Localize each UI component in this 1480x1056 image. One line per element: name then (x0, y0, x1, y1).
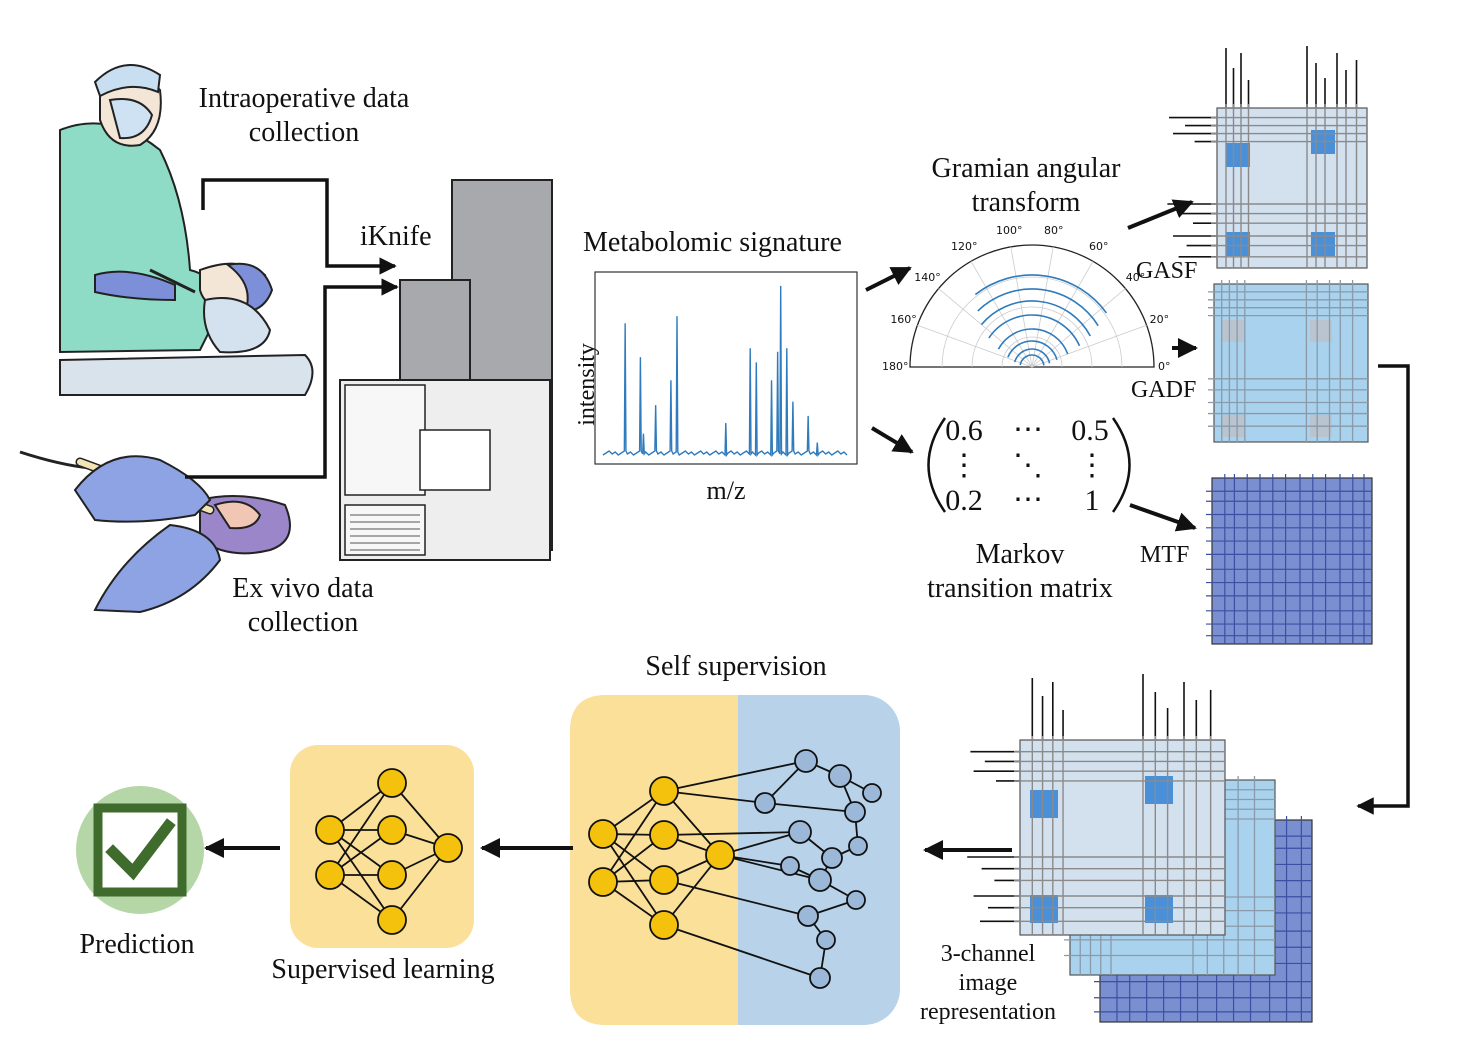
gramian-label: Gramian angular transform (931, 153, 1121, 218)
matrix-right-paren (1111, 417, 1131, 513)
gadf-image (1208, 280, 1369, 443)
intraoperative-connector (201, 178, 397, 275)
polar-tick-label: 140° (914, 271, 941, 285)
polar-tick-label: 0° (1158, 360, 1171, 373)
gadf-label: GADF (1131, 377, 1197, 403)
supervised-panel (290, 745, 474, 948)
matrix-entry: ⋯ (1013, 413, 1043, 446)
gasf-label: GASF (1136, 258, 1198, 284)
mtf-image (1206, 474, 1373, 645)
polar-tick-label: 80° (1043, 224, 1064, 238)
matrix-entry: 1 (1084, 484, 1100, 517)
exvivo-connector (185, 278, 399, 479)
iknife-machine (339, 179, 553, 561)
prediction-check-icon (76, 786, 204, 914)
spectrum-x-axis-label: m/z (706, 476, 746, 505)
exvivo-illustration (19, 450, 291, 614)
matrix-entry: 0.5 (1071, 414, 1109, 447)
matrix-entry: 0.6 (945, 414, 983, 447)
polar-tick-label: 20° (1149, 312, 1170, 326)
polar-tick-label: 160° (890, 312, 917, 326)
polar-tick-label: 40° (1125, 271, 1146, 285)
matrix-left-paren (927, 417, 947, 513)
arrow-to-stack (1356, 364, 1410, 815)
arrow-to-markov (870, 426, 914, 454)
matrix-entry: ⋮ (949, 449, 979, 482)
matrix-entry: ⋱ (1013, 449, 1043, 482)
arrow-to-gramian (865, 266, 912, 292)
matrix-entry: ⋮ (1077, 449, 1107, 482)
surgeon-illustration (59, 64, 314, 396)
polar-tick-label: 100° (996, 224, 1023, 238)
prediction-label: Prediction (79, 929, 195, 960)
self-supervision-panel (570, 695, 900, 1025)
polar-tick-label: 180° (882, 360, 909, 373)
supervised-learning-label: Supervised learning (271, 954, 495, 985)
matrix-entry: 0.2 (945, 484, 983, 517)
markov-label: Markov transition matrix (927, 539, 1113, 604)
intraoperative-label: Intraoperative data collection (198, 83, 410, 148)
exvivo-label: Ex vivo data collection (232, 573, 374, 638)
self-supervision-label: Self supervision (645, 651, 827, 682)
matrix-entry: ⋯ (1013, 483, 1043, 516)
spectrum-plot (594, 271, 858, 465)
three-channel-label: 3-channel image representation (920, 941, 1056, 1025)
polar-plot (909, 244, 1155, 368)
arrow-to-mtf (1129, 503, 1197, 532)
gasf-image (1167, 46, 1368, 269)
metabolomic-label: Metabolomic signature (583, 227, 842, 258)
three-channel-stack (967, 674, 1313, 1023)
spectrum-trace (602, 285, 848, 458)
polar-tick-label: 60° (1089, 240, 1109, 254)
mtf-label: MTF (1140, 542, 1190, 568)
arrow-to-gasf (1127, 199, 1194, 230)
polar-tick-label: 120° (951, 240, 978, 254)
iknife-label: iKnife (360, 221, 432, 252)
spectrum-y-axis-label: intensity (573, 343, 600, 426)
